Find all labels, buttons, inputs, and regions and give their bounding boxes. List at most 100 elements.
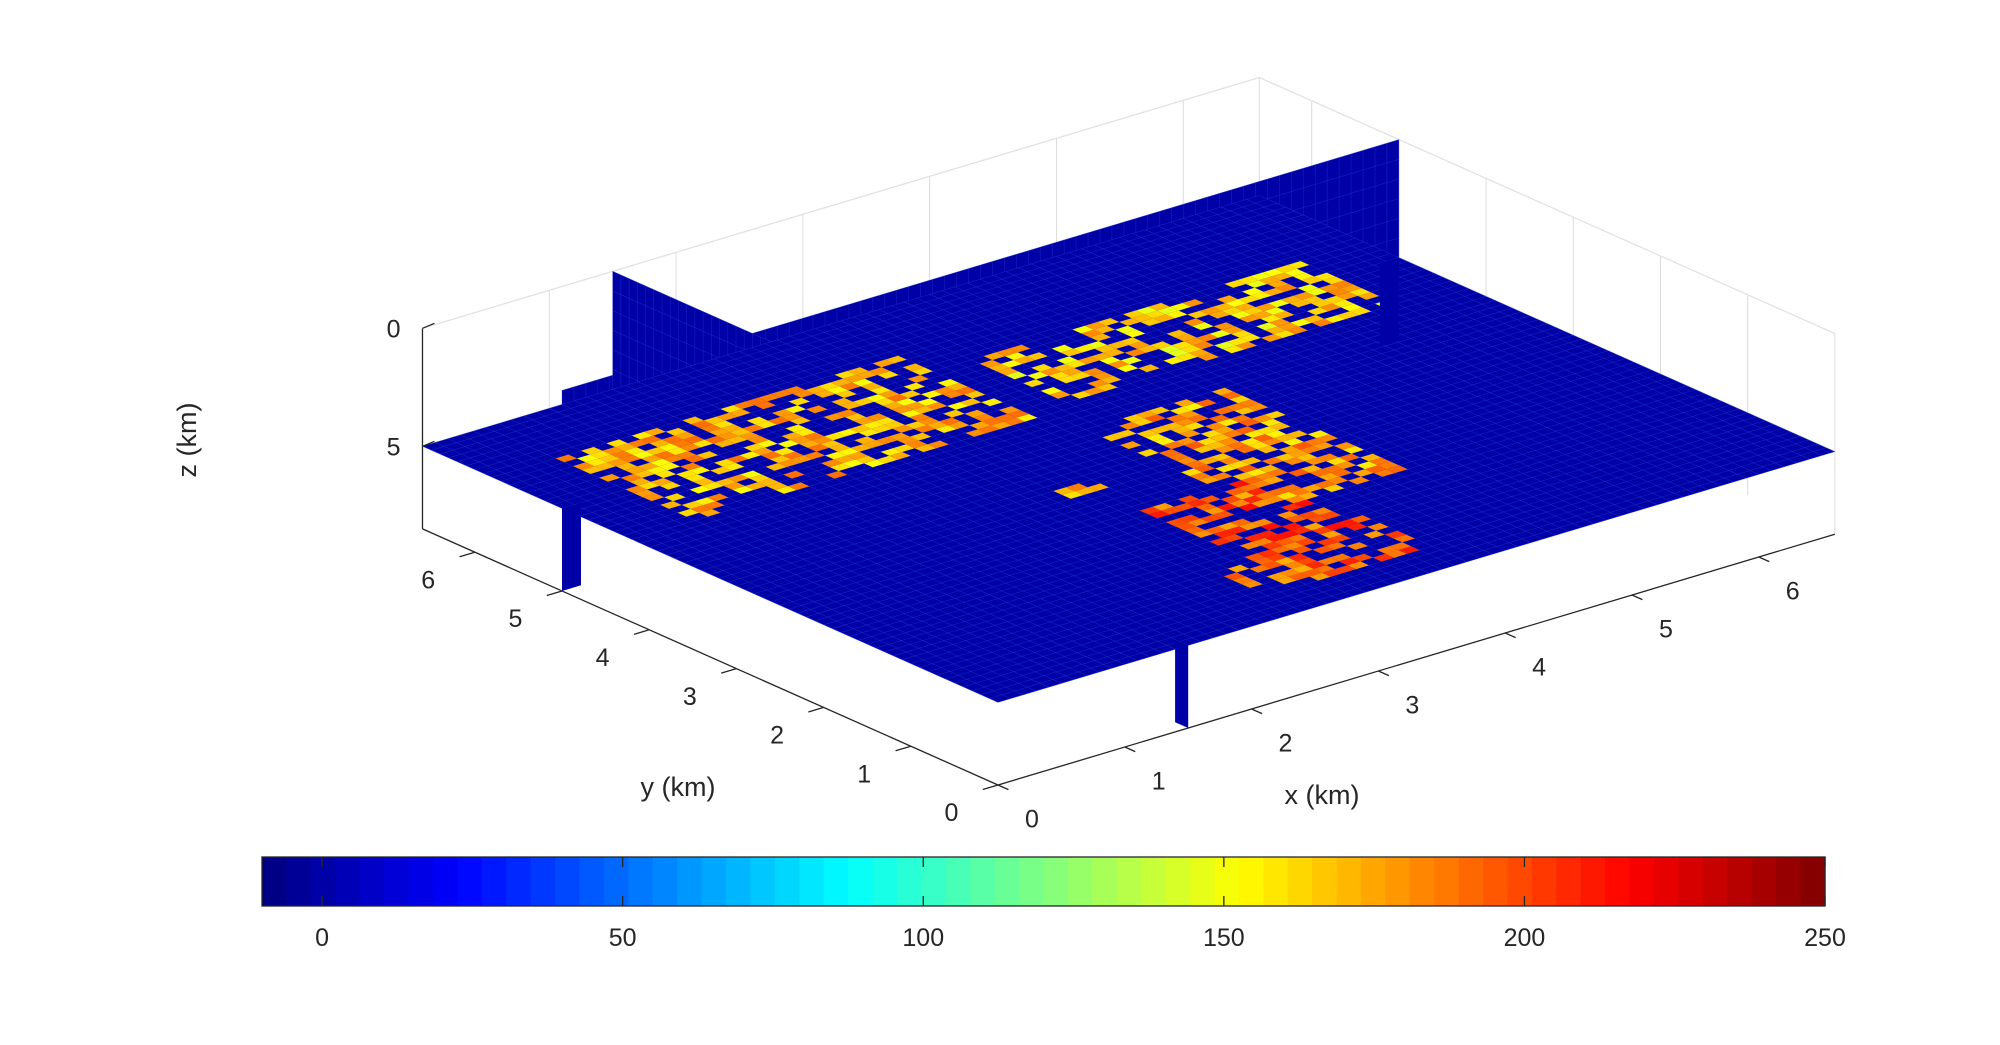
anomaly-cell [1218,437,1240,446]
anomaly-cell [1317,557,1339,566]
anomaly-cell [1222,430,1244,438]
anomaly-cell [1144,310,1166,319]
anomaly-cell [902,363,925,372]
anomaly-5 [1223,553,1314,588]
anomaly-cell [755,420,777,429]
anomaly-cell [846,451,868,460]
anomaly-1 [555,355,1038,517]
anomaly-cell [1196,437,1219,446]
anomaly-cell [1228,480,1250,488]
anomaly-cell [723,482,746,490]
anomaly-cell [1116,364,1139,372]
colorbar-segment [1043,857,1069,906]
anomaly-cell [1048,371,1070,380]
anomaly-4 [1102,387,1408,508]
anomaly-cell [1284,495,1307,504]
anomaly-cell [904,402,926,410]
anomaly-cell [783,386,806,394]
anomaly-cell [1265,326,1287,335]
anomaly-cell [778,459,800,467]
anomaly-cell [979,360,1001,368]
anomaly-cell [1336,292,1358,300]
anomaly-cell [917,417,940,426]
anomaly-cell [891,405,914,414]
colorbar-segment [1800,857,1826,906]
anomaly-cell [1274,557,1296,565]
anomaly-cell [1230,414,1252,423]
anomaly-cell [704,435,726,444]
anomaly-cell [758,393,780,402]
anomaly-cell [1292,272,1315,281]
anomaly-cell [1208,414,1231,423]
anomaly-cell [824,432,846,441]
anomaly-cell [1372,553,1395,562]
anomaly-cell [853,417,875,425]
anomaly-cell [1251,414,1273,423]
anomaly-cell [1070,391,1093,399]
anomaly-cell [726,455,749,463]
anomaly-cell [721,424,743,433]
anomaly-cell [1171,341,1193,350]
anomaly-cell [1323,295,1345,304]
anomaly-cell [1322,465,1344,473]
anomaly-cell [1311,526,1334,535]
z-tick-label: 0 [387,315,401,343]
anomaly-cell [1185,460,1207,469]
colorbar-tick-label: 150 [1203,924,1245,952]
anomaly-cell [1222,326,1244,334]
anomaly-cell [1286,430,1308,438]
anomaly-cell [1211,387,1234,396]
anomaly-cell [633,470,655,478]
anomaly-6 [1053,483,1109,499]
anomaly-cell [1246,487,1268,496]
anomaly-cell [555,454,577,463]
anomaly-cell [1077,356,1100,365]
anomaly-cell [745,397,768,406]
anomaly-cell [680,462,702,471]
anomaly-cell [693,478,715,486]
colorbar-segment [1385,857,1411,906]
anomaly-cell [1087,483,1109,492]
slice-x-lower-front [1175,639,1189,728]
colorbar-segment [1336,857,1362,906]
anomaly-cell [1065,360,1087,368]
anomaly-cell [792,390,814,398]
anomaly-cell [943,409,965,418]
colorbar-segment [750,857,776,906]
anomaly-cell [1367,523,1389,531]
anomaly-cell [1178,410,1200,419]
colorbar-segment [335,857,361,906]
anomaly-cell [620,474,642,482]
anomaly-cell [864,459,886,468]
colorbar-tick-label: 200 [1504,924,1546,952]
colorbar-segment [896,857,922,906]
anomaly-cell [1311,507,1333,516]
slice-y-lower-right [1379,257,1399,346]
anomaly-cell [807,444,830,452]
anomaly-cell [1149,426,1171,434]
anomaly-cell [1089,333,1112,342]
anomaly-cell [1183,422,1205,430]
anomaly-cell [1255,303,1277,311]
y-tick-label: 4 [596,644,610,672]
anomaly-cell [1329,534,1351,543]
anomaly-cell [1326,457,1348,466]
colorbar-segment [1654,857,1680,906]
anomaly-cell [1251,311,1273,319]
anomaly-cell [1349,307,1372,316]
anomaly-cell [939,417,961,426]
anomaly-cell [1137,449,1159,457]
anomaly-cell [716,412,738,421]
anomaly-cell [1324,315,1346,323]
anomaly-cell [1348,476,1370,485]
anomaly-cell [1297,492,1319,500]
anomaly-cell [1318,472,1340,481]
anomaly-cell [690,505,712,513]
anomaly-cell [926,421,948,429]
anomaly-cell [1290,318,1312,327]
anomaly-cell [1131,314,1154,322]
colorbar-segment [1727,857,1753,906]
colorbar-segment [726,857,752,906]
anomaly-cell [1340,284,1362,292]
anomaly-cell [1280,295,1303,304]
